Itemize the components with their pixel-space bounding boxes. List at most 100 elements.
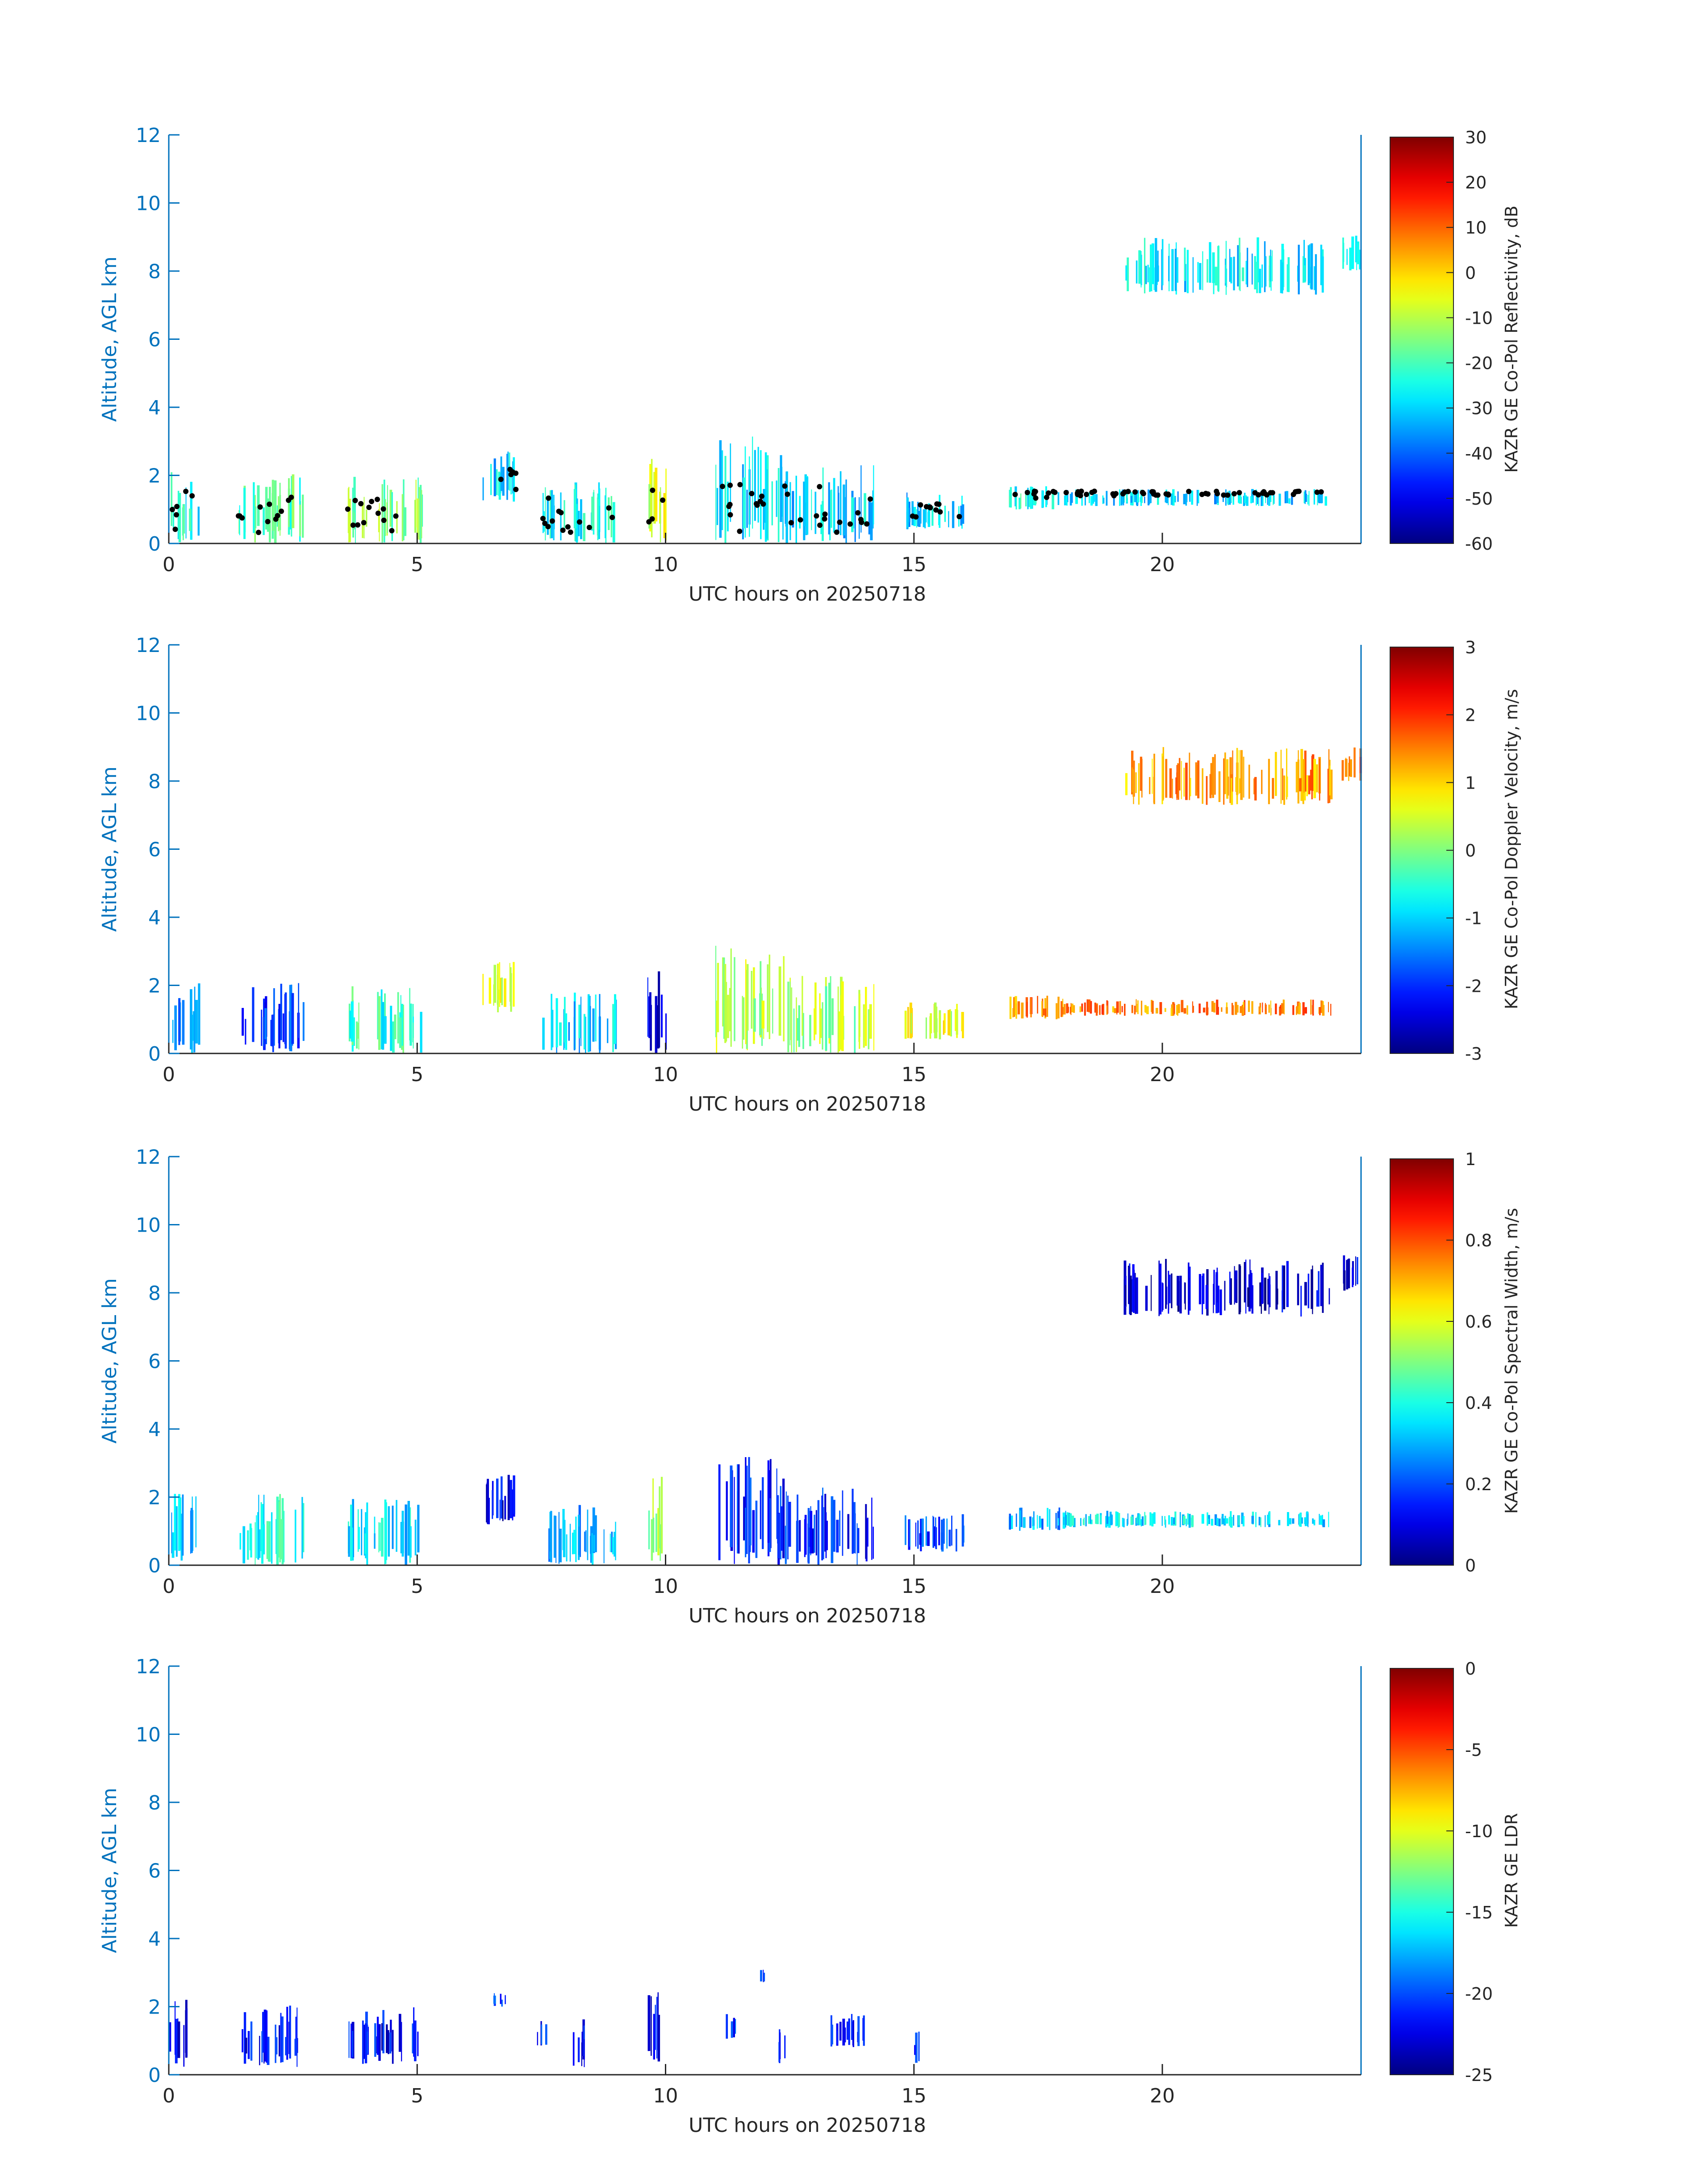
echo-streak bbox=[1317, 493, 1320, 503]
echo-streak bbox=[580, 996, 582, 1046]
echo-streak bbox=[726, 2014, 728, 2039]
echo-streak bbox=[1138, 1514, 1141, 1525]
echo-streak bbox=[1315, 254, 1317, 295]
cloud-base-point bbox=[1163, 491, 1169, 497]
echo-streak bbox=[1239, 493, 1241, 504]
y-tick-label: 2 bbox=[148, 1487, 161, 1509]
echo-streak bbox=[1273, 497, 1274, 505]
echo-region bbox=[542, 482, 615, 543]
y-tick-label: 8 bbox=[148, 1282, 161, 1305]
echo-streak bbox=[174, 1005, 177, 1050]
echo-streak bbox=[182, 1494, 184, 1556]
echo-streak bbox=[763, 1972, 765, 1982]
echo-streak bbox=[379, 1522, 381, 1551]
echo-streak bbox=[742, 997, 745, 1040]
echo-streak bbox=[1320, 492, 1321, 503]
cloud-base-point bbox=[345, 506, 351, 512]
echo-streak bbox=[589, 1006, 591, 1052]
echo-streak bbox=[744, 446, 746, 538]
echo-streak bbox=[1066, 1007, 1069, 1013]
echo-streak bbox=[1131, 1279, 1133, 1312]
x-tick-label: 20 bbox=[1150, 1063, 1175, 1086]
echo-streak bbox=[1136, 260, 1138, 284]
echo-streak bbox=[1133, 769, 1134, 804]
echo-streak bbox=[1224, 752, 1226, 794]
x-tick-label: 0 bbox=[163, 1575, 175, 1598]
echo-streak bbox=[403, 479, 405, 540]
echo-streak bbox=[392, 1021, 395, 1053]
echo-streak bbox=[1140, 489, 1142, 506]
echo-streak bbox=[376, 2017, 379, 2055]
echo-streak bbox=[1094, 1003, 1096, 1013]
echo-streak bbox=[177, 2021, 180, 2058]
echo-streak bbox=[1161, 1516, 1163, 1526]
echo-streak bbox=[1298, 750, 1299, 799]
echo-streak bbox=[382, 1002, 384, 1050]
cloud-base-point bbox=[513, 487, 519, 492]
echo-streak bbox=[390, 1006, 393, 1051]
echo-streak bbox=[1071, 1515, 1074, 1526]
echo-streak bbox=[814, 982, 817, 1035]
cloud-base-point bbox=[174, 504, 180, 510]
echo-streak bbox=[777, 1513, 780, 1559]
echo-streak bbox=[934, 1002, 937, 1039]
echo-streak bbox=[1108, 1517, 1111, 1524]
echo-streak bbox=[1185, 1283, 1186, 1310]
cloud-base-point bbox=[754, 502, 760, 508]
echo-streak bbox=[392, 1505, 394, 1549]
echo-streak bbox=[822, 467, 824, 541]
echo-streak bbox=[1045, 1008, 1047, 1017]
echo-streak bbox=[537, 2032, 538, 2046]
echo-streak bbox=[652, 1478, 654, 1546]
cloud-base-points bbox=[169, 467, 1324, 535]
echo-streak bbox=[1246, 247, 1249, 287]
cloud-base-point bbox=[855, 510, 861, 516]
echo-streak bbox=[1065, 1511, 1066, 1528]
echo-streak bbox=[1086, 999, 1089, 1012]
cloud-base-point bbox=[586, 525, 592, 531]
echo-region bbox=[348, 986, 422, 1053]
echo-streak bbox=[547, 497, 549, 535]
y-tick-label: 8 bbox=[148, 1792, 161, 1814]
echo-region bbox=[1064, 999, 1332, 1016]
echo-streak bbox=[614, 1532, 615, 1557]
echo-streak bbox=[948, 511, 949, 527]
echo-streak bbox=[1218, 245, 1219, 292]
echo-streak bbox=[1238, 1515, 1240, 1525]
echo-streak bbox=[1079, 1006, 1081, 1012]
echo-streak bbox=[1256, 262, 1258, 293]
echo-streak bbox=[1153, 1512, 1156, 1524]
echo-streak bbox=[841, 981, 844, 1051]
echo-streak bbox=[1126, 1519, 1128, 1526]
echo-streak bbox=[1125, 773, 1128, 795]
echo-streak bbox=[247, 1530, 249, 1560]
echo-streak bbox=[787, 1496, 789, 1559]
echo-streak bbox=[1308, 491, 1310, 506]
echo-streak bbox=[936, 1018, 938, 1032]
echo-streak bbox=[1199, 1274, 1202, 1304]
echo-streak bbox=[592, 1507, 595, 1553]
cloud-base-point bbox=[361, 520, 367, 526]
echo-streak bbox=[838, 1011, 840, 1052]
echo-region bbox=[726, 2014, 736, 2039]
echo-streak bbox=[1127, 257, 1129, 292]
y-axis-label: Altitude, AGL km bbox=[98, 256, 121, 422]
cloud-base-point bbox=[749, 491, 755, 497]
echo-region bbox=[785, 465, 874, 543]
echo-streak bbox=[860, 465, 862, 533]
echo-streak bbox=[273, 988, 275, 1046]
echo-streak bbox=[1153, 267, 1155, 290]
echo-streak bbox=[1291, 495, 1293, 505]
echo-streak bbox=[651, 1996, 652, 2056]
echo-streak bbox=[868, 1009, 869, 1049]
echo-streak bbox=[381, 484, 383, 542]
echo-streak bbox=[1307, 245, 1310, 285]
echo-streak bbox=[915, 2032, 918, 2063]
echo-streak bbox=[1284, 491, 1286, 503]
echo-streak bbox=[839, 471, 842, 535]
echo-streak bbox=[1274, 752, 1277, 796]
echo-streak bbox=[545, 2024, 547, 2045]
echo-streak bbox=[1247, 1287, 1250, 1307]
echo-streak bbox=[1199, 1003, 1201, 1013]
echo-region bbox=[648, 1477, 663, 1561]
